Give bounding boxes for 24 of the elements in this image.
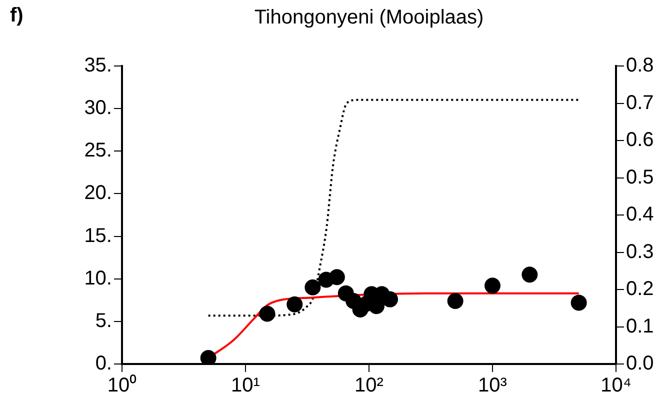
y-tick-label: 5.: [95, 310, 112, 332]
y2-tick-label: 0.7: [626, 92, 654, 114]
y-tick-label: 10.: [84, 267, 112, 290]
y2-tick-label: 0.2: [626, 278, 654, 300]
y-tick-label: 25.: [84, 140, 112, 162]
y-tick-label: 30.: [84, 97, 112, 120]
chart-title: Tihongonyeni (Mooiplaas): [254, 6, 484, 29]
y2-tick-label: 0.8: [626, 54, 654, 77]
y-tick-label: 35.: [84, 54, 112, 77]
y2-tick-label: 0.5: [626, 166, 654, 188]
x-tick-label: 10¹: [231, 374, 260, 397]
y-tick-label: 0.: [95, 352, 112, 375]
x-tick-label: 10⁰: [107, 374, 137, 397]
y-tick-label: 20.: [84, 182, 112, 204]
x-tick-label: 10³: [478, 374, 508, 397]
y-tick-label: 15.: [84, 224, 112, 247]
x-tick-label: 10²: [354, 374, 384, 397]
y2-tick-label: 0.1: [626, 315, 654, 338]
y2-tick-label: 0.6: [626, 129, 654, 152]
x-tick-label: 10⁴: [600, 374, 632, 397]
y2-tick-label: 0.0: [626, 352, 654, 375]
y2-tick-label: 0.4: [626, 204, 654, 226]
text: f): [10, 4, 24, 27]
y2-tick-label: 0.3: [626, 240, 654, 263]
